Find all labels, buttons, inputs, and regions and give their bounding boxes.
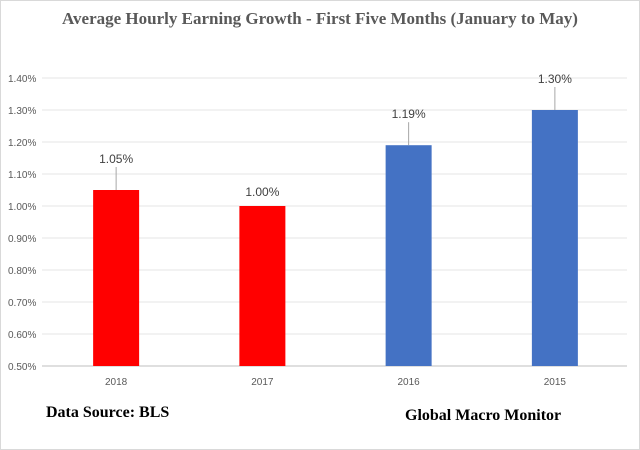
y-tick-label: 1.10% — [8, 170, 36, 181]
chart-title: Average Hourly Earning Growth - First Fi… — [62, 9, 578, 28]
x-tick-label: 2016 — [398, 377, 421, 388]
x-tick-label: 2018 — [105, 377, 128, 388]
data-label: 1.00% — [245, 185, 279, 199]
x-tick-label: 2017 — [251, 377, 274, 388]
y-tick-label: 1.30% — [8, 106, 36, 117]
x-tick-label: 2015 — [544, 377, 567, 388]
y-tick-label: 0.80% — [8, 266, 36, 277]
data-source-note: Data Source: BLS — [46, 404, 170, 421]
bar-2015 — [531, 110, 578, 366]
y-tick-label: 1.00% — [8, 202, 36, 213]
data-label: 1.05% — [99, 152, 133, 166]
y-tick-label: 0.60% — [8, 330, 36, 341]
bar-2017 — [239, 206, 286, 366]
y-tick-label: 0.70% — [8, 298, 36, 309]
y-tick-label: 0.50% — [8, 362, 36, 373]
data-label: 1.19% — [392, 107, 426, 121]
y-tick-label: 1.40% — [8, 74, 36, 85]
bar-2016 — [385, 145, 432, 366]
bar-2018 — [93, 190, 140, 366]
y-tick-label: 1.20% — [8, 138, 36, 149]
y-tick-label: 0.90% — [8, 234, 36, 245]
brand-label: Global Macro Monitor — [405, 407, 562, 424]
data-label: 1.30% — [538, 72, 572, 86]
